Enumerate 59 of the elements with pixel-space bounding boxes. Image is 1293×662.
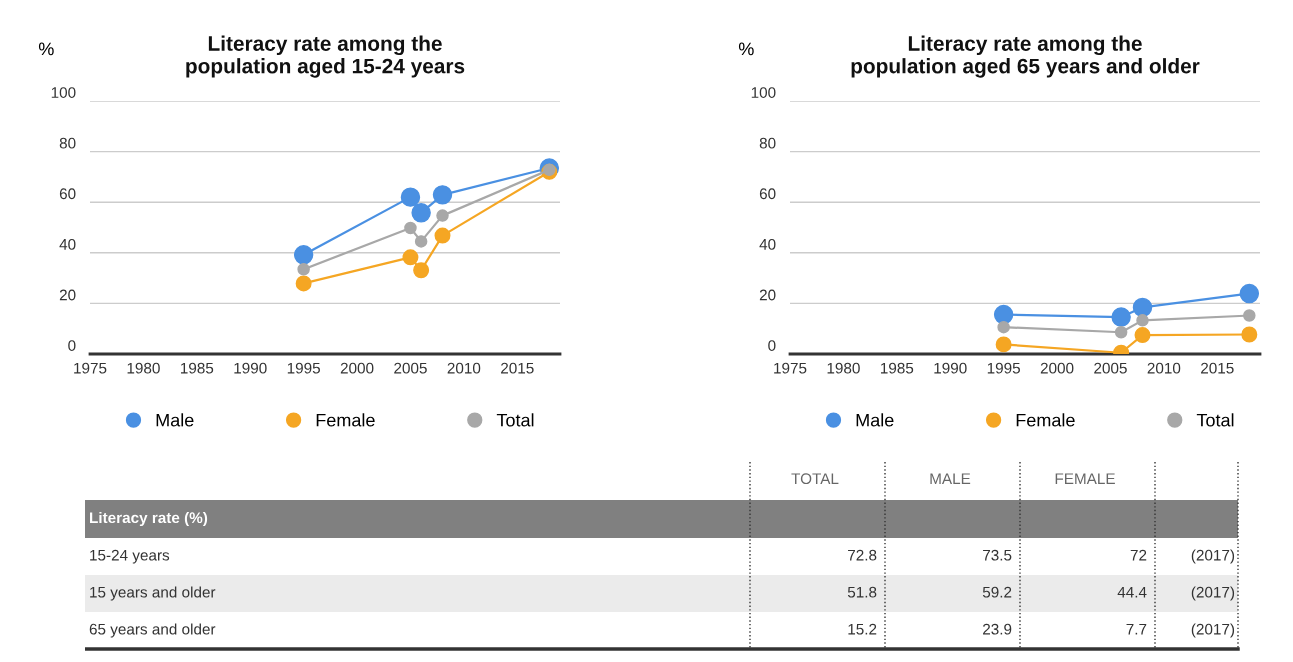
- category-label: FEMALE: [1055, 473, 1115, 484]
- y-tick-label: 0: [768, 340, 776, 351]
- x-tick-label: 1990: [234, 362, 267, 374]
- x-tick-label: 2005: [1094, 362, 1127, 374]
- data-label: 51.8: [847, 586, 877, 598]
- y-axis-title: %: [738, 42, 754, 56]
- legend-label: Total: [1196, 413, 1234, 427]
- x-tick-label: 1980: [827, 362, 860, 374]
- y-tick-label: 60: [759, 188, 776, 200]
- x-tick-label: 2000: [1040, 362, 1074, 374]
- text: (2017): [1191, 549, 1235, 564]
- x-tick-label: 2010: [1147, 362, 1181, 374]
- x-tick-label: 1990: [934, 362, 967, 374]
- legend-label: Female: [316, 413, 375, 427]
- y-tick-label: 80: [759, 137, 776, 149]
- x-tick-label: 1995: [987, 362, 1020, 374]
- text: Literacy rate (%): [90, 511, 208, 527]
- x-tick-label: 1985: [880, 362, 914, 374]
- legend-label: Female: [1016, 413, 1075, 427]
- y-tick-label: 0: [68, 340, 76, 351]
- data-label: 15.2: [848, 623, 877, 635]
- text: (2017): [1191, 586, 1235, 601]
- text: 65 years and older: [89, 623, 216, 638]
- y-tick-label: 80: [59, 137, 76, 149]
- chart-title: Literacy rate among the population aged 15-24 years: [186, 35, 465, 78]
- y-tick-label: 100: [751, 87, 776, 98]
- legend-label: Male: [856, 413, 894, 427]
- x-tick-label: 2010: [447, 362, 481, 374]
- x-tick-label: 2005: [394, 362, 427, 374]
- y-tick-label: 20: [59, 289, 76, 301]
- x-tick-label: 1975: [774, 362, 807, 374]
- chart-title: Literacy rate among the population aged 65 years and older: [851, 35, 1200, 78]
- y-tick-label: 40: [59, 238, 76, 250]
- data-label: 72.8: [848, 549, 877, 561]
- data-label: 72: [1130, 549, 1147, 561]
- y-tick-label: 100: [51, 87, 76, 98]
- text: 15-24 years: [90, 549, 170, 564]
- data-label: 59.2: [982, 586, 1012, 598]
- x-tick-label: 1975: [74, 362, 107, 374]
- series-label: 15 years and older: [90, 586, 216, 601]
- legend-label: Total: [496, 413, 534, 427]
- x-tick-label: 2015: [1201, 362, 1234, 374]
- x-tick-label: 1980: [127, 362, 160, 374]
- category-label: TOTAL: [791, 473, 839, 485]
- data-label: 44.4: [1117, 586, 1147, 598]
- x-tick-label: 1985: [180, 362, 214, 374]
- x-tick-label: 1995: [287, 362, 320, 374]
- category-label: MALE: [930, 473, 971, 484]
- data-label: 73.5: [983, 549, 1012, 561]
- y-axis-title: %: [38, 42, 54, 56]
- y-tick-label: 20: [759, 289, 776, 301]
- text: (2017): [1191, 623, 1235, 638]
- x-tick-label: 2015: [501, 362, 534, 374]
- y-tick-label: 60: [59, 188, 76, 200]
- data-label: 7.7: [1126, 623, 1147, 635]
- x-tick-label: 2000: [340, 362, 374, 374]
- legend-label: Male: [156, 413, 194, 427]
- data-label: 23.9: [983, 623, 1012, 635]
- y-tick-label: 40: [759, 238, 776, 250]
